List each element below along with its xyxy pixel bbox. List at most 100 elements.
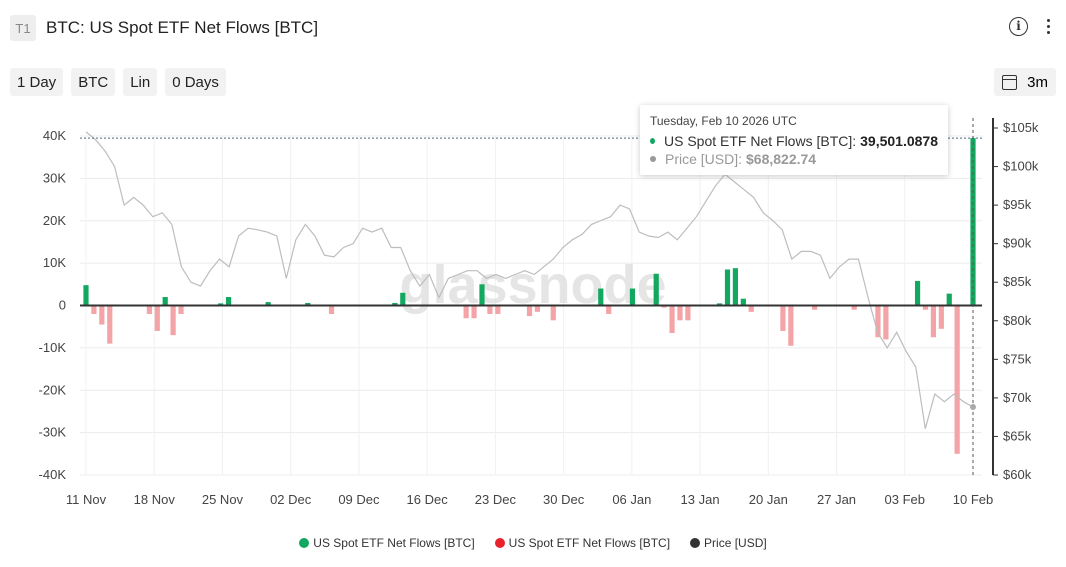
bar-inflow: [400, 292, 406, 306]
bar-inflow: [716, 303, 723, 306]
tooltip-flow-row: US Spot ETF Net Flows [BTC]: 39,501.0878: [650, 133, 938, 149]
bar-outflow: [677, 305, 683, 321]
x-tick-label: 11 Nov: [66, 492, 107, 507]
bar-outflow: [606, 305, 612, 314]
bar-outflow: [669, 305, 675, 334]
price-line: [85, 131, 974, 429]
bar-outflow: [748, 305, 754, 312]
x-tick-label: 23 Dec: [475, 492, 517, 507]
date-range-button[interactable]: 3m: [994, 68, 1056, 96]
bar-outflow: [550, 305, 556, 321]
bar-outflow: [463, 305, 469, 319]
header-actions: i: [1009, 16, 1054, 36]
y-right-tick-label: $75k: [1003, 351, 1032, 366]
bar-outflow: [146, 305, 152, 314]
bar-outflow: [922, 305, 929, 310]
more-vertical-icon[interactable]: [1042, 16, 1054, 36]
y-right-tick-label: $100k: [1003, 159, 1039, 174]
tooltip-price-value: $68,822.74: [746, 151, 817, 167]
scale-button[interactable]: Lin: [123, 68, 158, 96]
bar-outflow: [685, 305, 691, 321]
bar-inflow: [946, 293, 952, 306]
bar-outflow: [788, 305, 794, 346]
bar-inflow: [740, 298, 746, 306]
y-left-tick-label: 40K: [43, 128, 66, 143]
bar-outflow: [938, 305, 944, 329]
bar-inflow: [598, 288, 604, 306]
tier-badge: T1: [10, 15, 36, 41]
tooltip-flow-value: 39,501.0878: [860, 133, 938, 149]
tooltip-flow-dot: [650, 138, 655, 144]
x-tick-label: 06 Jan: [612, 492, 651, 507]
x-tick-label: 30 Dec: [543, 492, 585, 507]
chart-header: T1 BTC: US Spot ETF Net Flows [BTC]: [10, 14, 318, 42]
bar-inflow: [392, 302, 398, 306]
chart-toolbar: 1 Day BTC Lin 0 Days: [10, 68, 226, 96]
legend-dot-inflow: [299, 538, 310, 548]
y-left-tick-label: -40K: [39, 467, 67, 482]
bar-inflow: [225, 297, 232, 306]
bar-outflow: [471, 305, 477, 319]
axes: 40K 30K 20K 10K 0 -10K -20K -30K -40K 11 Nov 18 No…: [39, 118, 1039, 507]
bar-outflow: [812, 305, 818, 310]
hover-tooltip: Tuesday, Feb 10 2026 UTC US Spot ETF Net…: [640, 105, 948, 175]
bar-outflow: [930, 305, 937, 338]
bar-inflow: [218, 303, 224, 306]
bar-inflow: [305, 302, 311, 306]
legend-item-price[interactable]: Price [USD]: [690, 536, 767, 550]
bar-inflow: [653, 273, 659, 306]
bar-inflow: [629, 288, 636, 306]
x-tick-label: 09 Dec: [338, 492, 380, 507]
bar-outflow: [487, 305, 493, 314]
sma-button[interactable]: 0 Days: [165, 68, 226, 96]
y-right-tick-label: $80k: [1003, 313, 1032, 328]
y-left-tick-label: -30K: [39, 425, 67, 440]
resolution-button[interactable]: 1 Day: [10, 68, 64, 96]
bar-outflow: [178, 305, 184, 314]
tooltip-flow-label: US Spot ETF Net Flows [BTC]:: [663, 133, 857, 149]
bar-inflow: [724, 269, 731, 306]
y-right-tick-label: $70k: [1003, 390, 1032, 405]
y-right-tick-label: $65k: [1003, 428, 1032, 443]
legend-item-inflow[interactable]: US Spot ETF Net Flows [BTC]: [299, 536, 475, 550]
tooltip-price-label: Price [USD]:: [665, 151, 743, 167]
x-tick-label: 18 Nov: [134, 492, 176, 507]
bar-outflow: [875, 305, 881, 338]
bar-outflow: [851, 305, 857, 310]
info-icon[interactable]: i: [1009, 16, 1028, 36]
bar-outflow: [154, 305, 160, 331]
bar-outflow: [883, 305, 889, 340]
x-tick-label: 20 Jan: [749, 492, 788, 507]
x-tick-label: 25 Nov: [202, 492, 244, 507]
bar-outflow: [954, 305, 960, 454]
bar-inflow: [265, 302, 271, 306]
bar-outflow: [91, 305, 97, 314]
hover-indicator: [80, 118, 982, 475]
legend-item-outflow[interactable]: US Spot ETF Net Flows [BTC]: [494, 536, 670, 550]
x-tick-label: 16 Dec: [407, 492, 449, 507]
x-tick-label: 27 Jan: [817, 492, 856, 507]
y-left-tick-label: 0: [59, 298, 66, 313]
y-right-tick-label: $85k: [1003, 274, 1032, 289]
y-left-tick-label: 20K: [43, 213, 66, 228]
bar-inflow: [83, 285, 89, 306]
y-left-tick-label: 10K: [43, 255, 66, 270]
tooltip-price-row: Price [USD]: $68,822.74: [650, 151, 938, 167]
bar-inflow: [479, 284, 485, 306]
bar-outflow: [661, 305, 667, 308]
x-tick-label: 10 Feb: [953, 492, 993, 507]
tooltip-price-dot: [650, 156, 656, 162]
x-tick-label: 03 Feb: [885, 492, 925, 507]
legend-dot-outflow: [494, 538, 505, 548]
bar-outflow: [99, 305, 105, 325]
bar-inflow: [914, 280, 921, 306]
legend-label-inflow: US Spot ETF Net Flows [BTC]: [313, 536, 475, 550]
bar-outflow: [107, 305, 113, 344]
y-left-tick-label: -10K: [39, 340, 67, 355]
bar-outflow: [495, 305, 501, 314]
asset-button[interactable]: BTC: [71, 68, 116, 96]
legend-dot-price: [690, 538, 701, 548]
bar-outflow: [780, 305, 786, 331]
y-left-tick-label: 30K: [43, 170, 66, 185]
